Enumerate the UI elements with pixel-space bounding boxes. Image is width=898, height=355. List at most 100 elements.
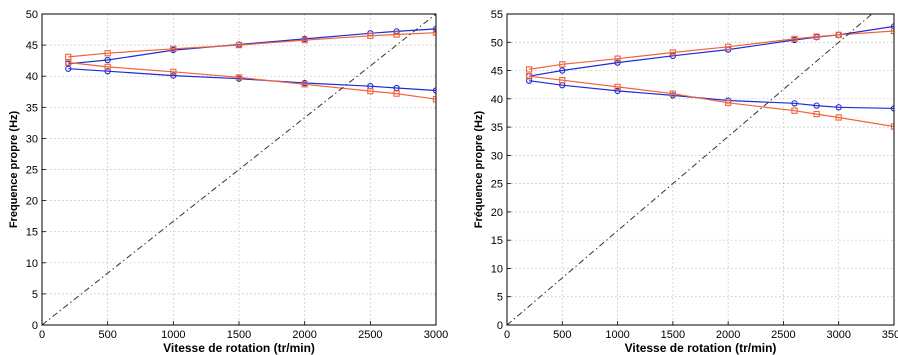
x-tick-label: 3000 — [826, 329, 850, 341]
data-point — [813, 110, 820, 118]
y-tick-label: 0 — [497, 320, 503, 332]
data-point — [170, 72, 177, 79]
data-point — [367, 87, 374, 95]
data-point — [890, 23, 894, 30]
data-point — [890, 123, 894, 130]
y-tick-label: 5 — [32, 289, 38, 301]
data-point — [301, 81, 308, 88]
plot-area — [507, 14, 894, 325]
data-point — [614, 55, 621, 62]
data-point — [525, 66, 533, 73]
data-point — [170, 45, 177, 52]
y-tick-label: 45 — [26, 40, 38, 52]
y-tick-label: 25 — [491, 179, 503, 191]
data-point — [669, 90, 677, 97]
data-point — [235, 74, 243, 81]
series-group — [507, 14, 894, 325]
data-point — [235, 41, 243, 49]
data-point — [104, 50, 111, 57]
data-point — [791, 35, 798, 43]
data-point — [813, 33, 820, 40]
data-point — [393, 31, 400, 38]
data-point — [614, 87, 621, 95]
data-point — [890, 105, 894, 112]
x-tick-label: 1500 — [227, 329, 251, 341]
x-axis-label: Vitesse de rotation (tr/min) — [163, 341, 315, 355]
y-tick-label: 35 — [491, 122, 503, 134]
data-point — [669, 49, 677, 56]
y-tick-label: 50 — [491, 37, 503, 49]
chart-1: 0 500 1000 1500 2000 2500 3000 0 5 10 15 20 25 30 35 40… — [8, 9, 448, 355]
data-point — [170, 68, 177, 75]
x-tick-label: 0 — [39, 329, 45, 341]
data-point — [559, 77, 566, 84]
series-line-5 — [507, 14, 873, 325]
y-tick-label: 10 — [491, 263, 503, 275]
data-point — [614, 83, 621, 91]
data-point — [890, 27, 894, 35]
x-tick-label: 2500 — [358, 329, 382, 341]
x-tick-label: 2000 — [716, 329, 740, 341]
x-tick-label: 3000 — [424, 329, 448, 341]
data-point — [104, 56, 111, 64]
y-tick-label: 55 — [491, 9, 503, 21]
x-tick-label: 0 — [504, 329, 510, 341]
data-point — [614, 59, 621, 66]
data-point — [104, 68, 111, 75]
data-point — [367, 32, 374, 39]
y-tick-label: 20 — [491, 207, 503, 219]
series-line-3 — [68, 32, 436, 58]
y-tick-label: 10 — [26, 258, 38, 270]
data-point — [791, 107, 798, 114]
axes-frame — [506, 13, 895, 326]
x-tick-label: 2500 — [771, 329, 795, 341]
y-tick-label: 40 — [491, 94, 503, 106]
series-line-1 — [68, 28, 436, 65]
y-tick-label: 30 — [26, 133, 38, 145]
data-point — [104, 63, 111, 71]
x-tick-label: 1500 — [661, 329, 685, 341]
data-point — [835, 31, 842, 39]
x-tick-label: 2000 — [292, 329, 316, 341]
data-point — [65, 59, 72, 66]
data-point — [835, 114, 842, 121]
data-point — [835, 104, 842, 111]
x-tick-label: 1000 — [605, 329, 629, 341]
data-point — [669, 52, 677, 59]
x-axis-label: Vitesse de rotation (tr/min) — [625, 341, 777, 355]
y-tick-label: 25 — [26, 165, 38, 177]
y-tick-label: 5 — [497, 292, 503, 304]
series-line-5 — [42, 14, 436, 325]
data-point — [393, 90, 400, 97]
y-tick-label: 15 — [491, 235, 503, 247]
y-axis-label: Frequence propre (Hz) — [8, 110, 20, 228]
y-axis-label: Fréquence propre (Hz) — [473, 110, 485, 228]
y-tick-label: 0 — [32, 320, 38, 332]
data-point — [724, 99, 732, 106]
data-point — [559, 67, 566, 74]
x-tick-label: 500 — [553, 329, 571, 341]
series-line-4 — [68, 61, 436, 100]
y-tick-label: 20 — [26, 196, 38, 208]
y-tick-label: 40 — [26, 71, 38, 83]
data-point — [65, 65, 72, 72]
data-point — [525, 77, 533, 84]
data-point — [813, 102, 820, 109]
y-tick-label: 50 — [26, 9, 38, 21]
y-tick-label: 35 — [26, 102, 38, 114]
data-point — [559, 61, 566, 68]
data-point — [525, 73, 533, 80]
y-tick-label: 30 — [491, 150, 503, 162]
data-point — [301, 36, 308, 44]
data-point — [791, 100, 798, 107]
x-tick-label: 1000 — [161, 329, 185, 341]
x-tick-label: 500 — [98, 329, 116, 341]
y-tick-label: 45 — [491, 66, 503, 78]
y-tick-label: 15 — [26, 227, 38, 239]
data-point — [724, 43, 732, 50]
series-line-4 — [529, 75, 894, 128]
series-group — [42, 14, 436, 325]
